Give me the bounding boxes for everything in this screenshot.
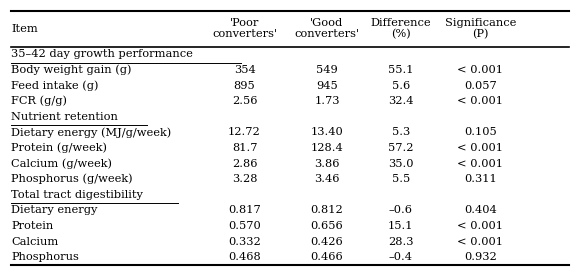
Text: 5.3: 5.3 [392, 127, 410, 137]
Text: 35–42 day growth performance: 35–42 day growth performance [12, 49, 193, 60]
Text: –0.6: –0.6 [389, 205, 413, 215]
Text: 0.468: 0.468 [228, 252, 261, 262]
Text: 549: 549 [316, 65, 338, 75]
Text: 3.46: 3.46 [314, 174, 340, 184]
Text: 0.656: 0.656 [310, 221, 343, 231]
Text: 0.404: 0.404 [464, 205, 497, 215]
Text: 0.426: 0.426 [310, 236, 343, 247]
Text: 0.057: 0.057 [464, 81, 497, 91]
Text: Phosphorus (g/week): Phosphorus (g/week) [12, 174, 133, 185]
Text: 0.466: 0.466 [310, 252, 343, 262]
Text: FCR (g/g): FCR (g/g) [12, 96, 67, 106]
Text: 12.72: 12.72 [228, 127, 261, 137]
Text: Feed intake (g): Feed intake (g) [12, 80, 99, 91]
Text: 57.2: 57.2 [388, 143, 414, 153]
Text: 895: 895 [234, 81, 255, 91]
Text: < 0.001: < 0.001 [458, 221, 503, 231]
Text: 5.6: 5.6 [392, 81, 410, 91]
Text: 2.56: 2.56 [232, 96, 258, 106]
Text: 0.932: 0.932 [464, 252, 497, 262]
Text: 55.1: 55.1 [388, 65, 414, 75]
Text: 3.86: 3.86 [314, 159, 340, 168]
Text: 0.570: 0.570 [228, 221, 261, 231]
Text: < 0.001: < 0.001 [458, 96, 503, 106]
Text: Dietary energy (MJ/g/week): Dietary energy (MJ/g/week) [12, 127, 172, 138]
Text: 15.1: 15.1 [388, 221, 414, 231]
Text: 0.332: 0.332 [228, 236, 261, 247]
Text: < 0.001: < 0.001 [458, 65, 503, 75]
Text: < 0.001: < 0.001 [458, 159, 503, 168]
Text: 'Poor
converters': 'Poor converters' [212, 18, 277, 40]
Text: Significance
(P): Significance (P) [445, 18, 516, 40]
Text: 81.7: 81.7 [232, 143, 258, 153]
Text: 0.311: 0.311 [464, 174, 497, 184]
Text: Phosphorus: Phosphorus [12, 252, 79, 262]
Text: Item: Item [12, 24, 38, 34]
Text: 128.4: 128.4 [310, 143, 343, 153]
Text: 13.40: 13.40 [310, 127, 343, 137]
Text: 0.105: 0.105 [464, 127, 497, 137]
Text: 'Good
converters': 'Good converters' [295, 18, 360, 40]
Text: < 0.001: < 0.001 [458, 236, 503, 247]
Text: 354: 354 [234, 65, 255, 75]
Text: 0.817: 0.817 [228, 205, 261, 215]
Text: Calcium (g/week): Calcium (g/week) [12, 158, 113, 169]
Text: Protein: Protein [12, 221, 54, 231]
Text: 2.86: 2.86 [232, 159, 258, 168]
Text: Body weight gain (g): Body weight gain (g) [12, 65, 132, 75]
Text: 32.4: 32.4 [388, 96, 414, 106]
Text: Difference
(%): Difference (%) [371, 18, 431, 40]
Text: Nutrient retention: Nutrient retention [12, 112, 118, 122]
Text: 3.28: 3.28 [232, 174, 258, 184]
Text: Dietary energy: Dietary energy [12, 205, 98, 215]
Text: –0.4: –0.4 [389, 252, 413, 262]
Text: 28.3: 28.3 [388, 236, 414, 247]
Text: Protein (g/week): Protein (g/week) [12, 143, 107, 153]
Text: Calcium: Calcium [12, 236, 59, 247]
Text: 0.812: 0.812 [310, 205, 343, 215]
Text: 945: 945 [316, 81, 338, 91]
Text: Total tract digestibility: Total tract digestibility [12, 190, 143, 200]
Text: < 0.001: < 0.001 [458, 143, 503, 153]
Text: 5.5: 5.5 [392, 174, 410, 184]
Text: 1.73: 1.73 [314, 96, 340, 106]
Text: 35.0: 35.0 [388, 159, 414, 168]
